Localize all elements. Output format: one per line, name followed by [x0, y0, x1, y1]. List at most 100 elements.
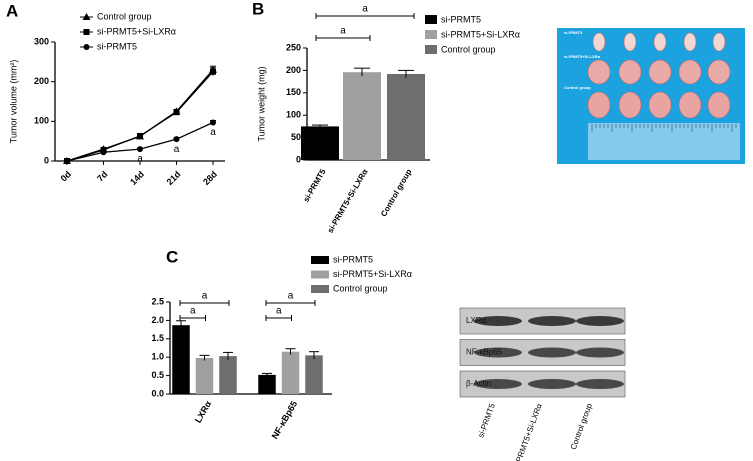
- marker: [100, 149, 107, 156]
- legend-label: si-PRMT5+Si-LXRα: [333, 269, 412, 279]
- x-tick-label: LXRα: [193, 399, 214, 425]
- bar: [219, 356, 237, 394]
- legend-swatch: [425, 15, 437, 24]
- x-tick-label: 21d: [165, 169, 183, 187]
- significance-label: a: [276, 306, 282, 317]
- x-tick-label: 7d: [95, 169, 110, 184]
- bar: [195, 357, 214, 394]
- tumor: [648, 91, 672, 119]
- y-tick-label: 2.5: [151, 296, 164, 306]
- y-axis-label: Tumor volume (mm²): [8, 60, 18, 144]
- x-tick-label: si-PRMT5: [302, 167, 328, 204]
- legend-marker: [83, 44, 90, 50]
- tumor: [587, 91, 611, 119]
- annotation: a: [174, 144, 180, 155]
- marker: [173, 136, 180, 143]
- tumor: [683, 32, 697, 52]
- significance-label: a: [202, 291, 208, 302]
- blot-band: [474, 379, 522, 389]
- legend-swatch: [425, 45, 437, 54]
- tumor-photo: si-PRMT5 si-PRMT5+Si-LXRα Control group: [557, 28, 745, 164]
- blot-band: [474, 347, 522, 358]
- bar: [305, 355, 323, 394]
- blot-row-label: β-Actin: [466, 379, 491, 388]
- y-tick-label: 50: [291, 132, 301, 142]
- legend-label: Control group: [97, 11, 152, 21]
- photo-label: Control group: [564, 85, 591, 90]
- marker: [173, 109, 180, 116]
- blot-band: [576, 347, 624, 358]
- y-tick-label: 150: [286, 87, 301, 97]
- blot-row-label: NF-κBp65: [466, 348, 503, 357]
- legend-label: si-PRMT5: [441, 14, 481, 24]
- legend-label: si-PRMT5+Si-LXRα: [97, 26, 176, 36]
- y-tick-label: 0: [44, 155, 49, 165]
- bar: [301, 126, 339, 160]
- y-tick-label: 2.0: [151, 315, 164, 325]
- legend-marker: [83, 29, 90, 35]
- tumor: [648, 59, 672, 85]
- significance-label: a: [340, 26, 346, 37]
- legend-label: si-PRMT5: [333, 254, 373, 264]
- panel-label: C: [166, 247, 178, 266]
- bar: [281, 351, 300, 394]
- legend-swatch: [425, 30, 437, 39]
- marker: [210, 68, 216, 75]
- blot-row-label: LXRα: [466, 316, 487, 325]
- blot-band: [576, 379, 624, 389]
- tumor: [707, 59, 731, 85]
- y-tick-label: 200: [286, 65, 301, 75]
- tumor: [592, 32, 606, 52]
- tumor: [653, 32, 667, 52]
- legend-label: si-PRMT5+Si-LXRα: [441, 29, 520, 39]
- significance-label: a: [190, 306, 196, 317]
- x-tick-label: si-PRMT5+Si-LXRα: [326, 167, 370, 234]
- y-tick-label: 100: [286, 110, 301, 120]
- x-tick-label: 0d: [59, 169, 74, 184]
- annotation: a: [137, 154, 143, 165]
- y-tick-label: 250: [286, 42, 301, 52]
- y-tick-label: 100: [34, 116, 49, 126]
- panel-label: B: [252, 0, 264, 18]
- significance-label: a: [362, 4, 368, 15]
- significance-label: a: [288, 291, 294, 302]
- legend-swatch: [311, 256, 329, 264]
- x-tick-label: NF-κBp65: [270, 399, 300, 440]
- legend-label: si-PRMT5: [97, 41, 137, 51]
- tumor: [707, 91, 731, 119]
- y-tick-label: 300: [34, 36, 49, 46]
- tumor: [618, 91, 642, 119]
- blot-column-label: Control group: [569, 402, 594, 451]
- y-tick-label: 0: [296, 154, 301, 164]
- y-tick-label: 0.0: [151, 388, 164, 398]
- tumor: [678, 91, 702, 119]
- y-axis-label: Tumor weight (mg): [256, 66, 266, 141]
- blot-band: [528, 316, 576, 326]
- legend-label: Control group: [441, 44, 496, 54]
- tumor: [712, 32, 726, 52]
- blot-band: [474, 316, 522, 326]
- y-tick-label: 1.0: [151, 352, 164, 362]
- annotation: a: [210, 127, 216, 138]
- marker: [64, 158, 70, 164]
- y-tick-label: 0.5: [151, 370, 164, 380]
- legend-marker: [82, 13, 91, 20]
- tumor: [678, 59, 702, 85]
- tumor: [618, 59, 642, 85]
- tumor: [587, 59, 611, 85]
- blot-band: [576, 316, 624, 326]
- photo-label: si-PRMT5+Si-LXRα: [564, 54, 601, 59]
- blot-band: [528, 379, 576, 389]
- marker: [137, 133, 143, 140]
- legend-label: Control group: [333, 283, 388, 293]
- x-tick-label: 28d: [201, 169, 219, 187]
- y-tick-label: 1.5: [151, 333, 164, 343]
- bar: [343, 72, 381, 160]
- tumor: [623, 32, 637, 52]
- y-tick-label: 200: [34, 76, 49, 86]
- bar: [172, 325, 190, 394]
- x-tick-label: 14d: [128, 169, 146, 187]
- marker: [137, 146, 143, 153]
- western-blot: LXRα NF-κBp65 β-Actin si-PRMT5 Si-PRMT5+Si-L…: [459, 307, 626, 461]
